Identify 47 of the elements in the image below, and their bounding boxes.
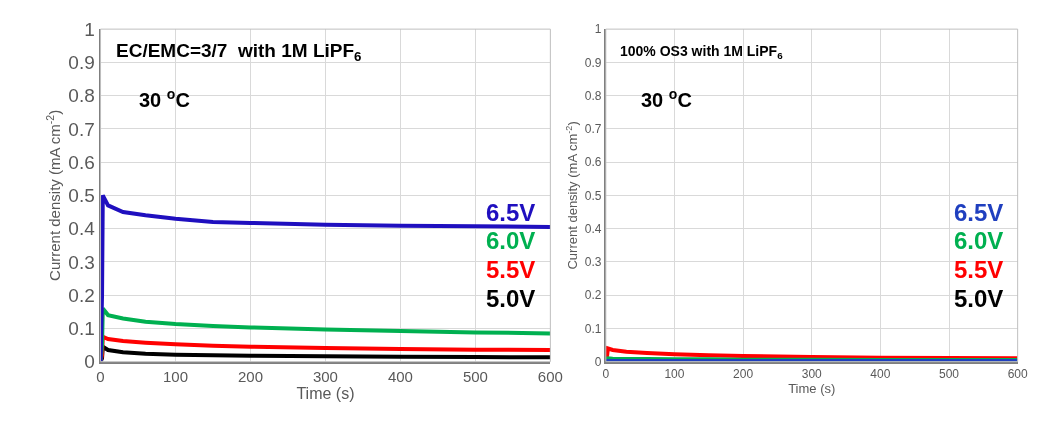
annotation: EC/EMC=3/7 with 1M LiPF$_{6}$ — [116, 40, 362, 64]
x-tick-label: 500 — [462, 367, 488, 385]
annotation: 100% OS3 with 1M LiPF$_{6}$ — [620, 43, 784, 61]
series-label: 6.5V — [486, 199, 536, 226]
text: 6.5V — [954, 199, 1004, 226]
y-tick-label: 0.2 — [68, 284, 95, 306]
y-tick-label: 0.9 — [68, 52, 95, 74]
y-tick-label: 0.8 — [584, 88, 602, 103]
x-tick-label: 200 — [237, 367, 263, 385]
x-tick-label: 600 — [537, 367, 563, 385]
annotation: 30 $^{o}$C — [641, 86, 692, 112]
x-tick-label: 300 — [801, 367, 823, 382]
text: 6.0V — [486, 227, 536, 254]
text: 5.5V — [486, 256, 536, 283]
text: 6.0V — [954, 227, 1004, 254]
y-tick-label: 1 — [594, 22, 602, 37]
y-tick-label: 1 — [84, 18, 95, 40]
y-tick-label: 0.4 — [584, 221, 602, 236]
y-tick-label: 0.2 — [584, 288, 602, 303]
x-tick-label: 600 — [1007, 367, 1028, 382]
y-tick-label: 0 — [594, 354, 602, 369]
x-tick-label: 100 — [664, 367, 685, 382]
x-tick-label: 200 — [733, 367, 754, 382]
y-tick-label: 0.6 — [584, 155, 602, 170]
y-tick-label: 0.1 — [68, 318, 95, 340]
x-axis-title: Time (s) — [296, 384, 355, 402]
x-tick-label: 100 — [162, 367, 189, 385]
x-tick-label: 300 — [312, 367, 338, 385]
y-tick-label: 0.7 — [68, 118, 95, 140]
y-tick-label: 0.5 — [68, 185, 95, 207]
y-tick-label: 0.4 — [68, 218, 96, 240]
y-tick-label: 0.9 — [584, 55, 602, 70]
legend-label: 5.0V — [954, 285, 1004, 312]
y-tick-label: 0.1 — [584, 321, 602, 336]
text: 5.5V — [954, 256, 1004, 283]
x-tick-label: 400 — [387, 367, 413, 385]
x-axis-title: Time (s) — [788, 381, 836, 397]
annotation: 30 $^{o}$C — [139, 86, 190, 112]
y-tick-label: 0.3 — [68, 251, 95, 273]
y-tick-label: 0.3 — [584, 255, 602, 270]
x-tick-label: 400 — [870, 367, 891, 382]
y-tick-label: 0.6 — [68, 151, 95, 173]
series-label: 5.0V — [486, 285, 536, 312]
x-tick-label: 500 — [939, 367, 960, 382]
y-tick-label: 0.8 — [68, 85, 95, 107]
y-tick-label: 0.7 — [584, 122, 602, 137]
y-tick-label: 0.5 — [584, 188, 602, 203]
